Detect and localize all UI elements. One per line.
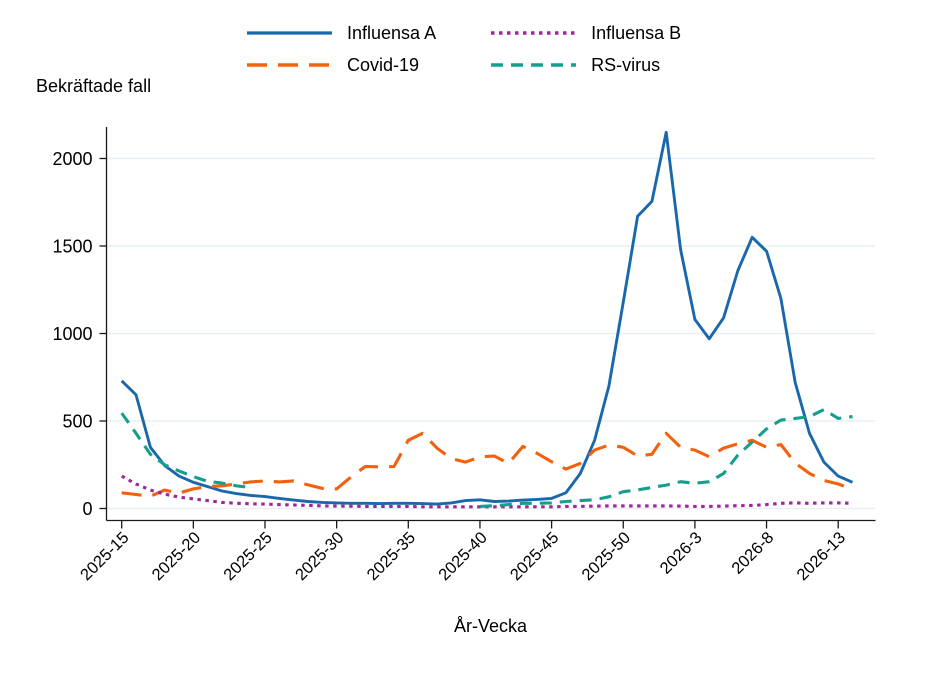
covid-19-line-sample-icon [247,63,332,67]
x-tick-label: 2025-25 [220,529,276,585]
y-tick-label: 500 [62,412,92,432]
legend-item-covid-19: Covid-19 [247,54,436,76]
x-tick-label: 2025-15 [77,529,133,585]
legend-item-influensa-a: Influensa A [247,22,436,44]
legend-label: Covid-19 [347,55,420,75]
legend: Influensa A Covid-19 Influensa B RS-virus [247,22,681,76]
series-line-covid-19 [121,431,854,498]
x-tick-label: 2026-3 [657,529,706,578]
influensa-a-line-sample-icon [247,31,332,35]
legend-item-rs-virus: RS-virus [491,54,681,76]
y-tick-label: 0 [82,499,92,519]
legend-label: Influensa B [591,23,682,43]
x-tick-label: 2025-30 [292,529,348,585]
x-tick-label: 2025-40 [435,529,491,585]
y-tick-labels: 0 500 1000 1500 2000 [52,149,107,519]
x-tick-label: 2025-50 [579,529,635,585]
series-line-influensa-a [120,130,854,506]
axes [105,127,876,522]
series-line-rs-virus [120,408,853,508]
influensa-b-line-sample-icon [491,31,577,35]
y-tick-label: 2000 [52,149,92,169]
x-tick-label: 2025-20 [149,529,205,585]
x-tick-label: 2026-13 [793,529,849,585]
y-gridlines [106,157,875,510]
y-tick-label: 1500 [52,237,92,257]
x-tick-labels: 2025-15 2025-20 2025-25 2025-30 2025-35 2025-… [77,520,849,585]
legend-label: Influensa A [347,23,437,43]
y-tick-label: 1000 [52,324,92,344]
legend-label: RS-virus [591,55,661,75]
x-tick-label: 2025-35 [364,529,420,585]
x-axis-title: År-Vecka [453,616,528,636]
x-tick-label: 2025-45 [507,529,563,585]
legend-item-influensa-b: Influensa B [491,22,681,44]
y-axis-title: Bekräftade fall [36,76,152,96]
x-tick-label: 2026-8 [728,529,777,578]
rs-virus-line-sample-icon [491,63,577,67]
